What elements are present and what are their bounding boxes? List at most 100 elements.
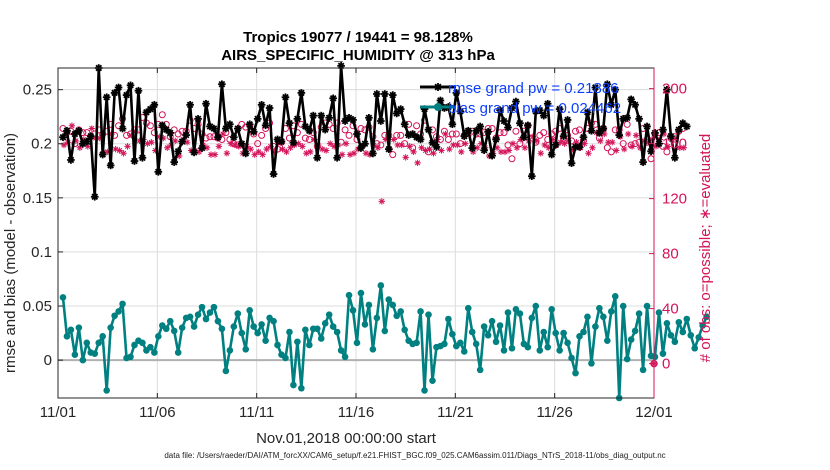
bias-point: [441, 340, 448, 348]
rmse-point: [257, 100, 266, 109]
rmse-point: [317, 111, 326, 120]
obs-evaluated-point: [374, 144, 382, 151]
bias-point: [317, 335, 325, 342]
rmse-point: [631, 100, 639, 109]
star-stroke: [270, 170, 277, 178]
rmse-point: [607, 100, 616, 109]
star-stroke: [305, 127, 313, 135]
bias-point: [536, 347, 544, 354]
obs-possible-point: [500, 129, 508, 137]
bias-point: [421, 387, 428, 394]
legend: rmse grand pw = 0.21886 bias grand pw = …: [420, 80, 621, 117]
obs-possible-point: [218, 136, 226, 143]
star-stroke: [504, 124, 512, 131]
obs-evaluated-point: [446, 145, 453, 153]
bias-point: [178, 324, 186, 331]
obs-evaluated-point: [263, 145, 270, 153]
bias-point: [147, 343, 154, 351]
bias-point: [103, 387, 110, 394]
rmse-point: [432, 143, 441, 151]
star-stroke: [403, 154, 409, 160]
right-y-tick-label: 40: [662, 301, 679, 318]
right-y-tick-label: 120: [662, 191, 687, 208]
star-stroke: [450, 142, 456, 148]
bias-point: [274, 341, 281, 349]
rmse-point: [551, 141, 560, 149]
obs-evaluated-point: [509, 140, 517, 147]
bias-point: [162, 325, 170, 333]
rmse-point: [277, 137, 286, 146]
rmse-point: [245, 120, 254, 129]
star-stroke: [198, 144, 206, 152]
star-stroke: [425, 126, 432, 133]
star-stroke: [283, 149, 290, 155]
star-stroke: [230, 133, 238, 141]
star-stroke: [319, 146, 325, 152]
rmse-point: [448, 120, 457, 129]
obs-evaluated-point: [609, 139, 616, 146]
obs-evaluated-point: [307, 148, 314, 156]
rmse-point: [249, 128, 258, 136]
bias-point: [166, 317, 174, 325]
rmse-point: [682, 122, 691, 131]
star-stroke: [151, 101, 158, 109]
star-stroke: [655, 140, 663, 148]
rmse-point: [210, 124, 218, 133]
bias-point: [516, 310, 524, 317]
bias-point: [544, 343, 552, 351]
obs-evaluated-point: [295, 140, 302, 147]
rmse-point: [83, 137, 91, 146]
obs-evaluated-point: [410, 148, 417, 156]
star-stroke: [460, 132, 468, 140]
star-stroke: [194, 115, 202, 123]
bias-point: [313, 325, 321, 333]
star-stroke: [391, 136, 397, 143]
rmse-point: [75, 126, 83, 135]
rmse-point: [377, 117, 385, 125]
obs-possible-point: [452, 130, 460, 138]
rmse-point: [166, 129, 175, 137]
star-stroke: [238, 140, 246, 148]
star-stroke: [508, 104, 516, 112]
rmse-point: [659, 125, 667, 134]
left-y-tick-label: 0.25: [23, 82, 52, 99]
obs-evaluated-point: [402, 154, 409, 161]
legend-bias-label: bias grand pw = 0.024462: [448, 100, 621, 117]
star-stroke: [325, 114, 333, 122]
rmse-point: [110, 89, 119, 97]
star-stroke: [361, 140, 369, 148]
obs-evaluated-point: [422, 147, 429, 154]
star-stroke: [224, 150, 230, 156]
bias-point: [572, 369, 579, 377]
bias-point: [337, 347, 345, 354]
star-stroke: [135, 87, 142, 95]
rmse-point: [86, 132, 95, 140]
rmse-point: [639, 158, 647, 166]
bias-point: [67, 326, 75, 334]
rmse-point: [293, 115, 302, 123]
bias-point: [484, 331, 492, 339]
bias-point: [393, 312, 401, 320]
obs-evaluated-point: [124, 143, 131, 150]
right-y-tick-label: 160: [662, 136, 687, 153]
rmse-point: [106, 161, 115, 170]
bias-point: [59, 294, 67, 301]
bias-point: [607, 308, 615, 315]
star-stroke: [611, 86, 619, 93]
star-stroke: [458, 149, 464, 155]
bias-point: [174, 349, 182, 356]
star-stroke: [218, 80, 226, 88]
rmse-point: [118, 124, 127, 133]
rmse-point: [547, 150, 556, 159]
bias-point: [576, 333, 583, 340]
bias-point: [445, 315, 452, 323]
bias-point: [194, 311, 202, 318]
star-stroke: [409, 130, 416, 138]
bias-point: [341, 353, 349, 361]
star-stroke: [462, 141, 468, 147]
star-stroke: [381, 90, 389, 98]
bias-point: [206, 309, 214, 316]
rmse-point: [472, 126, 480, 135]
bias-point: [671, 338, 679, 346]
bias-point: [488, 317, 496, 325]
